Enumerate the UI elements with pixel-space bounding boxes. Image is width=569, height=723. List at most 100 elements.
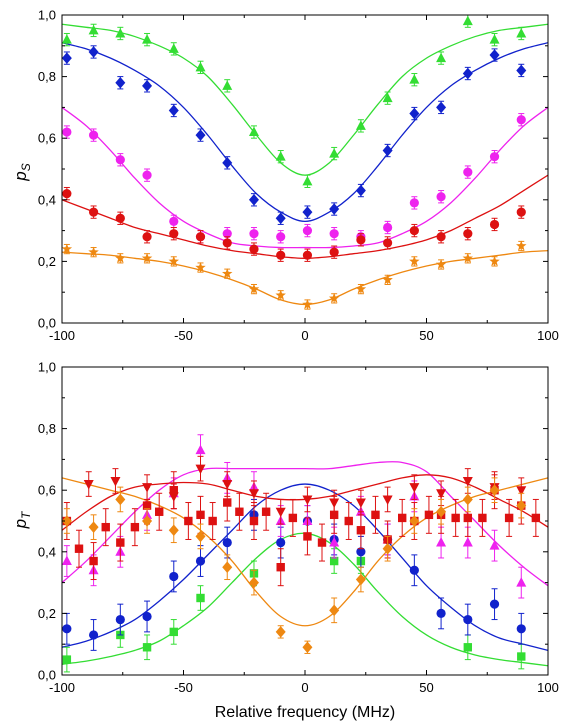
panel-ps: -100 -50 0 50 100 0,0 0,2 0,4 0,6 0,8 1,0 pS	[11, 8, 559, 344]
data-point-p1-s1-0	[62, 624, 72, 634]
data-point-p0-s2-17	[516, 115, 526, 125]
data-point-p1-s1-14	[436, 608, 446, 619]
y-tick-label: 0,6	[38, 483, 56, 498]
data-point-p0-s1-1	[88, 46, 99, 58]
data-point-p0-s0-7	[248, 126, 259, 137]
data-point-p0-s0-6	[222, 80, 233, 90]
data-point-p1-s4-29	[451, 513, 460, 523]
data-point-p0-s1-6	[222, 157, 233, 169]
data-point-p1-s3-10	[355, 498, 366, 509]
data-point-p1-s0-3	[169, 627, 178, 637]
data-point-p1-s5-12	[382, 542, 393, 555]
data-point-p0-s3-15	[463, 229, 473, 239]
data-point-p1-s5-1	[88, 521, 99, 533]
data-point-p1-s4-7	[155, 507, 164, 516]
ticks-pt: -100 -50 0 50 100 0,0 0,2 0,4 0,6 0,8 1,0	[38, 360, 559, 696]
data-point-p1-s1-1	[88, 630, 99, 640]
data-point-p0-s0-14	[436, 52, 447, 63]
data-point-p1-s3-1	[110, 476, 121, 487]
y-tick-label: 1,0	[38, 8, 56, 23]
y-tick-label: 0,2	[38, 254, 56, 269]
data-point-p0-s3-4	[169, 229, 179, 239]
data-point-p1-s1-17	[516, 624, 526, 634]
data-point-p0-s1-3	[142, 80, 153, 92]
data-point-p0-s3-6	[222, 238, 232, 248]
data-point-p0-s2-15	[463, 167, 473, 177]
data-point-p1-s5-4	[168, 524, 179, 537]
x-tick-label: -50	[174, 680, 193, 695]
data-point-p1-s5-11	[355, 573, 366, 586]
data-point-p0-s4-3	[141, 252, 153, 263]
y-axis-label-pt-sub: T	[19, 510, 33, 519]
y-tick-label: 0,2	[38, 606, 56, 621]
data-point-p0-s4-8	[275, 289, 286, 300]
data-point-p0-s1-0	[61, 52, 72, 64]
data-point-p1-s4-31	[478, 513, 487, 523]
data-point-p1-s0-6	[329, 556, 339, 566]
data-point-p0-s2-8	[276, 232, 286, 242]
data-point-p0-s3-14	[436, 232, 446, 242]
data-point-p0-s2-4	[169, 216, 179, 226]
data-point-p1-s4-3	[101, 522, 110, 532]
data-point-p1-s3-13	[436, 489, 447, 499]
data-point-p1-s2-17	[516, 577, 527, 587]
data-point-p1-s5-0	[61, 515, 72, 527]
data-point-p1-s4-14	[249, 516, 259, 526]
fit-line-p0-s0	[62, 23, 548, 176]
data-point-p0-s2-0	[62, 127, 72, 137]
data-point-p1-s4-17	[288, 513, 298, 523]
data-point-p1-s4-21	[344, 516, 353, 526]
data-point-p0-s4-6	[222, 268, 233, 279]
data-point-p0-s2-1	[88, 130, 99, 140]
data-point-p1-s0-0	[62, 655, 72, 664]
data-point-p1-s4-12	[223, 498, 232, 507]
data-point-p0-s2-3	[142, 170, 152, 180]
data-point-p0-s0-3	[142, 34, 153, 44]
data-point-p0-s3-7	[249, 244, 259, 254]
x-tick-label: 50	[419, 328, 433, 343]
data-point-p1-s3-14	[462, 476, 473, 487]
data-point-p1-s5-2	[115, 493, 126, 506]
data-point-p0-s3-13	[409, 226, 419, 236]
data-point-p1-s3-6	[248, 489, 259, 499]
data-point-p1-s5-6	[222, 561, 233, 573]
data-point-p1-s2-15	[462, 537, 473, 547]
data-point-p1-s5-17	[516, 499, 527, 512]
data-point-p0-s1-12	[382, 144, 393, 157]
data-point-p0-s0-10	[329, 148, 340, 158]
data-point-p1-s4-5	[130, 522, 140, 532]
y-tick-label: 0,4	[38, 192, 56, 207]
data-point-p1-s0-8	[463, 643, 473, 652]
y-axis-label-pt-main: p	[11, 519, 30, 529]
x-axis-label: Relative frequency (MHz)	[215, 704, 396, 721]
data-point-p0-s2-14	[436, 192, 446, 202]
data-point-p0-s4-9	[302, 299, 313, 309]
data-point-p1-s3-7	[275, 507, 286, 518]
data-point-p0-s4-14	[435, 258, 447, 269]
data-point-p1-s4-19	[317, 538, 327, 547]
data-point-p1-s5-8	[275, 626, 286, 638]
y-tick-label: 0,6	[38, 131, 56, 146]
data-point-p1-s4-6	[142, 501, 152, 510]
data-point-p0-s1-5	[195, 129, 206, 141]
data-point-p0-s1-15	[462, 67, 473, 80]
data-point-p0-s3-8	[276, 250, 286, 260]
data-point-p0-s4-7	[248, 283, 260, 294]
data-point-p0-s3-12	[383, 238, 393, 248]
fit-lines-ps	[62, 23, 548, 306]
data-point-p0-s2-16	[489, 152, 500, 162]
data-point-p0-s0-5	[195, 61, 206, 72]
data-point-p1-s1-2	[115, 614, 125, 625]
data-point-p1-s5-15	[462, 493, 473, 506]
data-point-p1-s0-9	[517, 652, 526, 661]
data-point-p1-s5-16	[489, 484, 500, 496]
y-axis-label-ps-sub: S	[19, 163, 33, 171]
y-tick-label: 0,8	[38, 421, 56, 436]
y-axis-label-ps: pS	[11, 163, 33, 181]
data-point-p1-s4-27	[424, 510, 434, 520]
data-point-p0-s0-17	[516, 27, 527, 38]
data-point-p0-s3-1	[88, 207, 99, 217]
data-point-p1-s4-15	[261, 507, 271, 516]
data-point-p1-s2-5	[195, 444, 206, 455]
data-point-p1-s3-4	[195, 464, 206, 475]
